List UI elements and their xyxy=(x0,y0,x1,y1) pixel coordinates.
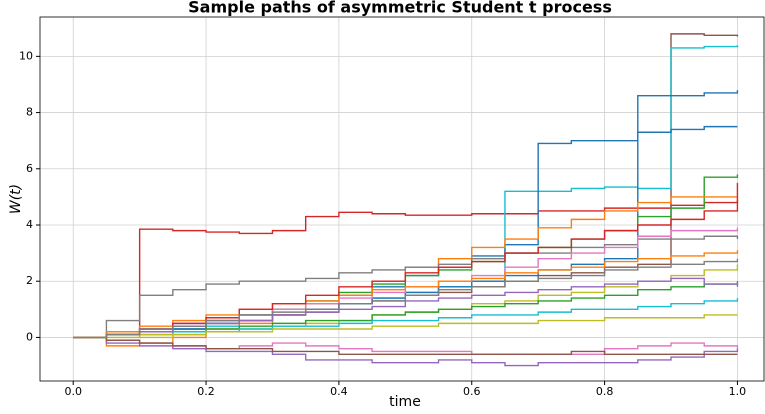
sample-path xyxy=(73,298,739,339)
y-axis-label: W(t) xyxy=(8,184,24,214)
y-tick-label: 8 xyxy=(26,106,33,119)
sample-path xyxy=(73,235,739,339)
x-axis-label: time xyxy=(389,394,421,410)
y-tick-label: 10 xyxy=(19,49,33,62)
x-tick-label: 0.0 xyxy=(64,385,82,398)
x-tick-label: 0.2 xyxy=(197,385,215,398)
x-tick-label: 0.8 xyxy=(596,385,614,398)
x-tick-label: 0.4 xyxy=(330,385,348,398)
plot-frame xyxy=(39,16,765,382)
y-tick-label: 6 xyxy=(26,162,33,175)
sample-path xyxy=(73,258,739,339)
x-tick-label: 0.6 xyxy=(463,385,481,398)
sample-path xyxy=(73,336,739,367)
y-tick-label: 4 xyxy=(26,218,33,231)
y-tick-label: 0 xyxy=(26,330,33,343)
x-tick-label: 1.0 xyxy=(729,385,747,398)
sample-path xyxy=(73,314,738,339)
sample-path xyxy=(73,182,739,339)
y-tick-label: 2 xyxy=(26,274,33,287)
sample-path xyxy=(73,250,739,339)
chart-title: Sample paths of asymmetric Student t pro… xyxy=(188,0,612,17)
sample-path xyxy=(73,281,739,339)
sample-path xyxy=(73,336,738,355)
